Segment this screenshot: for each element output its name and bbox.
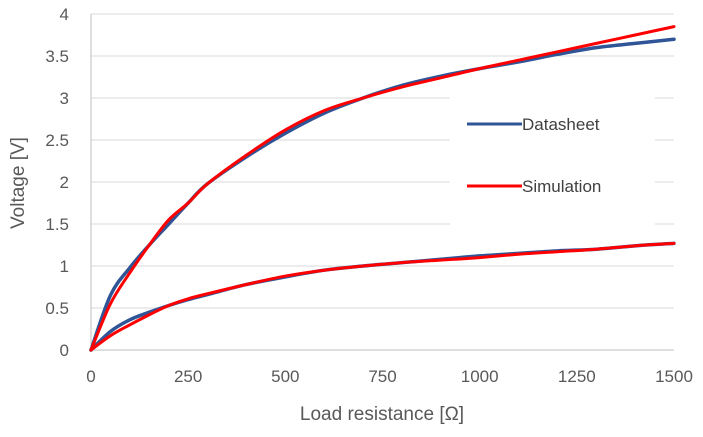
y-tick-label: 1.5	[45, 215, 69, 234]
x-tick-label: 500	[271, 367, 299, 386]
series-line-datasheet-lower	[89, 241, 676, 352]
y-axis-title: Voltage [V]	[8, 137, 29, 229]
legend: Datasheet Simulation	[450, 97, 655, 225]
tick-labels: 0 0.5 1 1.5 2 2.5 3 3.5 4 0 250 500 750 1000 1250 1500	[45, 5, 693, 386]
x-tick-label: 250	[174, 367, 202, 386]
series-line-simulation-upper	[89, 25, 676, 352]
series-line-simulation-lower	[89, 241, 676, 352]
y-tick-label: 4	[60, 5, 69, 24]
x-axis-title: Load resistance [Ω]	[300, 404, 464, 425]
x-tick-label: 1000	[461, 367, 499, 386]
y-tick-label: 2.5	[45, 131, 69, 150]
y-tick-label: 0	[60, 341, 69, 360]
x-tick-label: 750	[368, 367, 396, 386]
gridlines	[91, 13, 674, 309]
y-tick-label: 1	[60, 257, 69, 276]
axes	[90, 14, 674, 351]
y-tick-label: 2	[60, 173, 69, 192]
legend-label-simulation: Simulation	[522, 177, 601, 196]
y-tick-label: 0.5	[45, 299, 69, 318]
x-tick-label: 1500	[655, 367, 693, 386]
legend-label-datasheet: Datasheet	[522, 115, 600, 134]
x-tick-label: 1250	[558, 367, 596, 386]
y-tick-label: 3.5	[45, 47, 69, 66]
series-lines	[89, 25, 676, 352]
y-tick-label: 3	[60, 89, 69, 108]
x-tick-label: 0	[86, 367, 95, 386]
legend-background	[450, 97, 655, 225]
